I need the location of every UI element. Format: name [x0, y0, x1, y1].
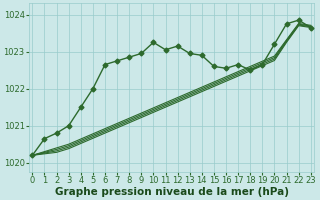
X-axis label: Graphe pression niveau de la mer (hPa): Graphe pression niveau de la mer (hPa) — [55, 187, 289, 197]
